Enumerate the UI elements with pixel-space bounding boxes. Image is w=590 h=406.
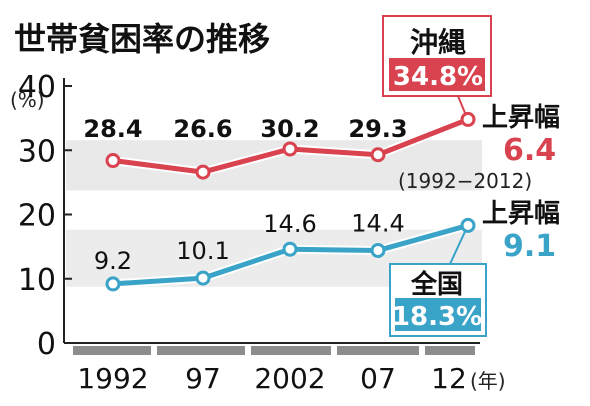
national-final-badge	[395, 298, 481, 331]
national-rise-title: 上昇幅	[482, 199, 560, 229]
y-tick-label: 30	[18, 134, 56, 169]
data-point	[105, 153, 121, 169]
y-tick-label: 0	[37, 327, 56, 362]
data-point	[460, 111, 476, 127]
data-label-okinawa: 29.3	[348, 115, 407, 143]
data-point	[195, 164, 211, 180]
x-axis-segment	[251, 346, 331, 355]
data-label-okinawa: 28.4	[83, 115, 142, 143]
x-tick-label: 07	[360, 362, 396, 395]
data-point	[195, 270, 211, 286]
data-point	[370, 147, 386, 163]
x-axis-segment	[73, 346, 151, 355]
x-axis-segment	[425, 346, 475, 355]
okinawa-final-label: 34.8%	[393, 62, 483, 92]
okinawa-rise-value: 6.4	[503, 133, 556, 168]
national-final-label: 18.3%	[392, 302, 482, 332]
y-tick-label: 40	[18, 70, 56, 105]
x-tick-label: 2002	[254, 362, 325, 395]
x-tick-label: 12	[431, 362, 467, 395]
x-axis-segment	[157, 346, 245, 355]
data-point	[105, 276, 121, 292]
data-label-national: 10.1	[176, 237, 229, 265]
x-tick-label: 1992	[77, 362, 148, 395]
period-note: (1992−2012)	[398, 169, 532, 193]
data-point	[370, 242, 386, 258]
data-label-national: 14.6	[263, 210, 316, 238]
okinawa-callout-pointer	[457, 95, 467, 116]
okinawa-rise-title: 上昇幅	[482, 103, 560, 133]
x-axis-segment	[337, 346, 419, 355]
data-label-okinawa: 30.2	[260, 115, 319, 143]
data-point	[460, 217, 476, 233]
data-point	[282, 241, 298, 257]
national-rise-value: 9.1	[503, 229, 556, 264]
chart-title: 世帯貧困率の推移	[14, 20, 270, 58]
okinawa-name: 沖縄	[410, 26, 466, 59]
x-tick-label: 97	[185, 362, 221, 395]
y-tick-label: 20	[18, 199, 56, 234]
data-label-national: 14.4	[351, 209, 404, 237]
data-label-national: 9.2	[94, 247, 132, 275]
okinawa-final-badge	[389, 58, 485, 91]
national-name: 全国	[410, 269, 463, 300]
data-point	[282, 141, 298, 157]
y-unit-label: (%)	[10, 88, 45, 112]
national-callout-pointer	[449, 229, 467, 265]
data-label-okinawa: 26.6	[173, 115, 232, 143]
y-tick-label: 10	[18, 263, 56, 298]
x-unit-label: (年)	[470, 369, 506, 393]
